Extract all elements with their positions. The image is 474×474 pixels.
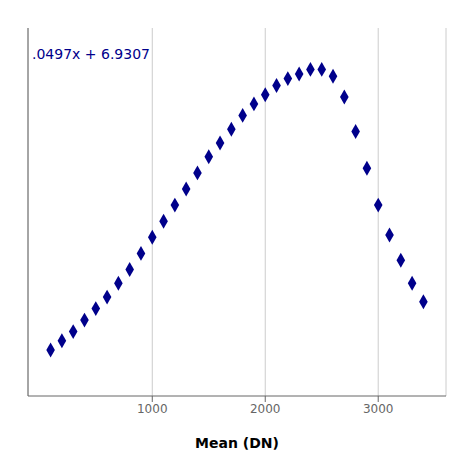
- svg-text:3000: 3000: [363, 402, 394, 416]
- svg-text:2000: 2000: [250, 402, 281, 416]
- html-text:.0497x + 6.9307: .0497x + 6.9307: [32, 46, 150, 62]
- svg-text:1000: 1000: [137, 402, 168, 416]
- svg-text:Mean (DN): Mean (DN): [195, 435, 279, 451]
